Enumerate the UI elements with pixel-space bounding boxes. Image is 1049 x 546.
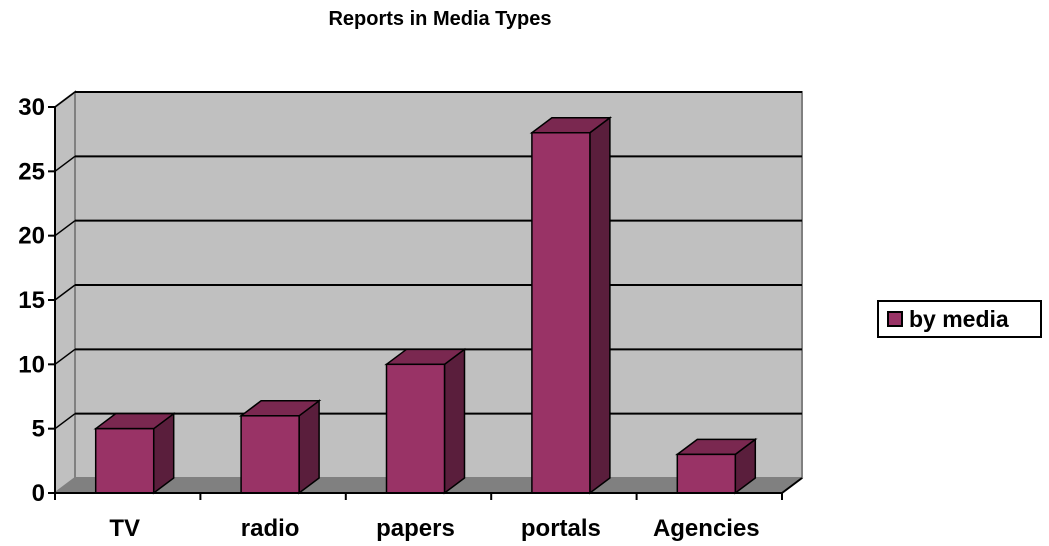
bar-radio <box>238 399 322 495</box>
x-tick-label: TV <box>109 515 140 542</box>
gridline-side <box>54 348 76 365</box>
bar <box>240 415 300 494</box>
y-tick-label: 10 <box>18 351 45 378</box>
y-tick-label: 20 <box>18 223 45 250</box>
x-tick-label: portals <box>521 515 601 542</box>
gridline-side <box>54 155 76 172</box>
y-tick-label: 15 <box>18 287 45 314</box>
bar-papers <box>384 347 467 495</box>
bar-tv <box>93 412 176 495</box>
x-tick-label: Agencies <box>653 515 760 542</box>
bar-portals <box>529 116 613 495</box>
x-tick-label: radio <box>241 515 300 542</box>
x-tick-label: papers <box>376 515 455 542</box>
y-axis: 0 5 10 15 20 25 30 <box>18 94 55 507</box>
legend: by media <box>877 300 1042 338</box>
y-tick-label: 0 <box>32 480 45 507</box>
bar-side <box>589 116 611 495</box>
chart-title: Reports in Media Types <box>328 8 552 30</box>
bar <box>531 131 591 494</box>
legend-label: by media <box>909 305 1009 332</box>
bar-side <box>443 347 466 495</box>
legend-swatch <box>887 311 903 327</box>
bar <box>94 427 155 494</box>
bar-side <box>298 399 320 495</box>
y-tick-label: 30 <box>18 94 45 121</box>
gridline-side <box>54 284 76 301</box>
x-axis: TV radio papers portals Agencies <box>54 493 783 542</box>
bar <box>676 453 737 494</box>
gridline-side <box>54 413 76 430</box>
bar <box>385 363 446 494</box>
bar-agencies <box>675 437 758 495</box>
gridline-side <box>54 91 76 108</box>
y-tick-label: 25 <box>18 158 45 185</box>
gridline-side <box>54 220 76 237</box>
y-tick-label: 5 <box>32 416 45 443</box>
x-axis-depth-line <box>781 477 803 494</box>
